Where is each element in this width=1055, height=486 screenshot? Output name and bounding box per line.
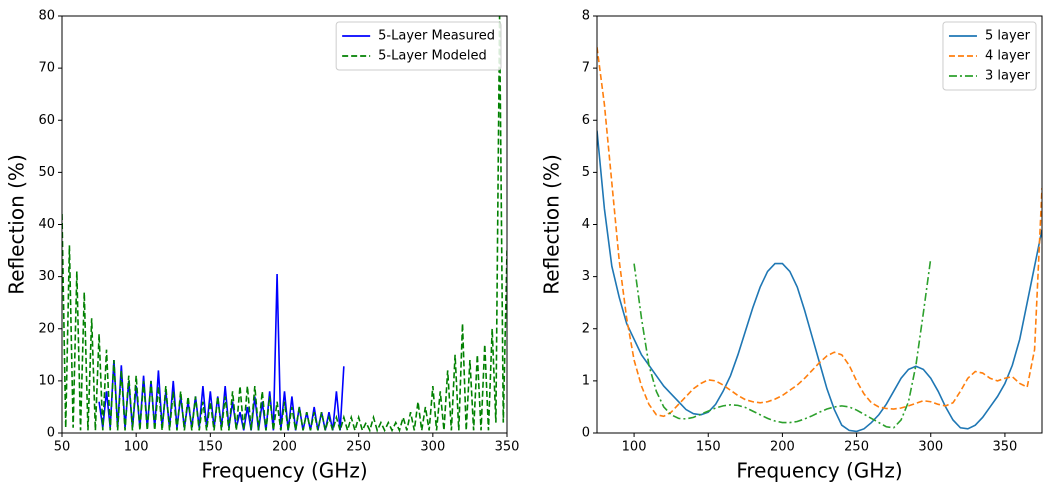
series-line <box>633 258 932 429</box>
legend-label: 5-Layer Measured <box>378 29 495 44</box>
x-tick-label: 350 <box>993 440 1018 455</box>
y-tick-label: 80 <box>38 9 55 24</box>
y-tick-label: 70 <box>38 61 55 76</box>
y-tick-label: 1 <box>582 373 590 388</box>
x-tick-label: 100 <box>622 440 647 455</box>
series-line <box>597 130 1042 433</box>
x-tick-label: 200 <box>770 440 795 455</box>
x-tick-label: 50 <box>54 440 71 455</box>
x-tick-label: 350 <box>495 440 520 455</box>
series-line <box>62 16 507 433</box>
axes-frame <box>61 15 508 434</box>
x-tick-label: 300 <box>918 440 943 455</box>
plot-area <box>62 16 507 433</box>
x-axis-label: Frequency (GHz) <box>736 459 902 483</box>
legend-label: 4 layer <box>985 49 1031 64</box>
plot-area <box>597 47 1042 433</box>
y-tick-label: 7 <box>582 61 590 76</box>
y-axis-label: Reflection (%) <box>5 154 29 294</box>
y-tick-label: 0 <box>47 426 55 441</box>
x-tick-label: 150 <box>696 440 721 455</box>
legend-frame <box>942 21 1037 91</box>
y-tick-label: 20 <box>38 321 55 336</box>
y-tick-label: 40 <box>38 217 55 232</box>
y-tick-label: 50 <box>38 165 55 180</box>
series-line <box>98 274 345 431</box>
x-tick-label: 200 <box>272 440 297 455</box>
legend-label: 5 layer <box>985 29 1031 44</box>
y-tick-label: 5 <box>582 165 590 180</box>
y-tick-label: 60 <box>38 113 55 128</box>
legend-label: 5-Layer Modeled <box>378 49 487 64</box>
y-tick-label: 10 <box>38 373 55 388</box>
y-tick-label: 0 <box>582 426 590 441</box>
y-tick-label: 2 <box>582 321 590 336</box>
series-line <box>597 47 1042 418</box>
legend-frame <box>335 21 502 71</box>
y-tick-label: 8 <box>582 9 590 24</box>
legend: 5-Layer Measured 5-Layer Modeled <box>335 21 502 71</box>
x-axis-label: Frequency (GHz) <box>201 459 367 483</box>
axes-frame <box>596 15 1043 434</box>
x-tick-label: 300 <box>420 440 445 455</box>
legend: 5 layer 4 layer 3 layer <box>942 21 1037 91</box>
x-tick-label: 150 <box>198 440 223 455</box>
y-axis-label: Reflection (%) <box>540 154 564 294</box>
y-tick-label: 30 <box>38 269 55 284</box>
y-tick-label: 3 <box>582 269 590 284</box>
legend-label: 3 layer <box>985 69 1031 84</box>
y-tick-label: 6 <box>582 113 590 128</box>
x-tick-label: 250 <box>346 440 371 455</box>
y-tick-label: 4 <box>582 217 590 232</box>
x-tick-label: 250 <box>844 440 869 455</box>
x-tick-label: 100 <box>124 440 149 455</box>
